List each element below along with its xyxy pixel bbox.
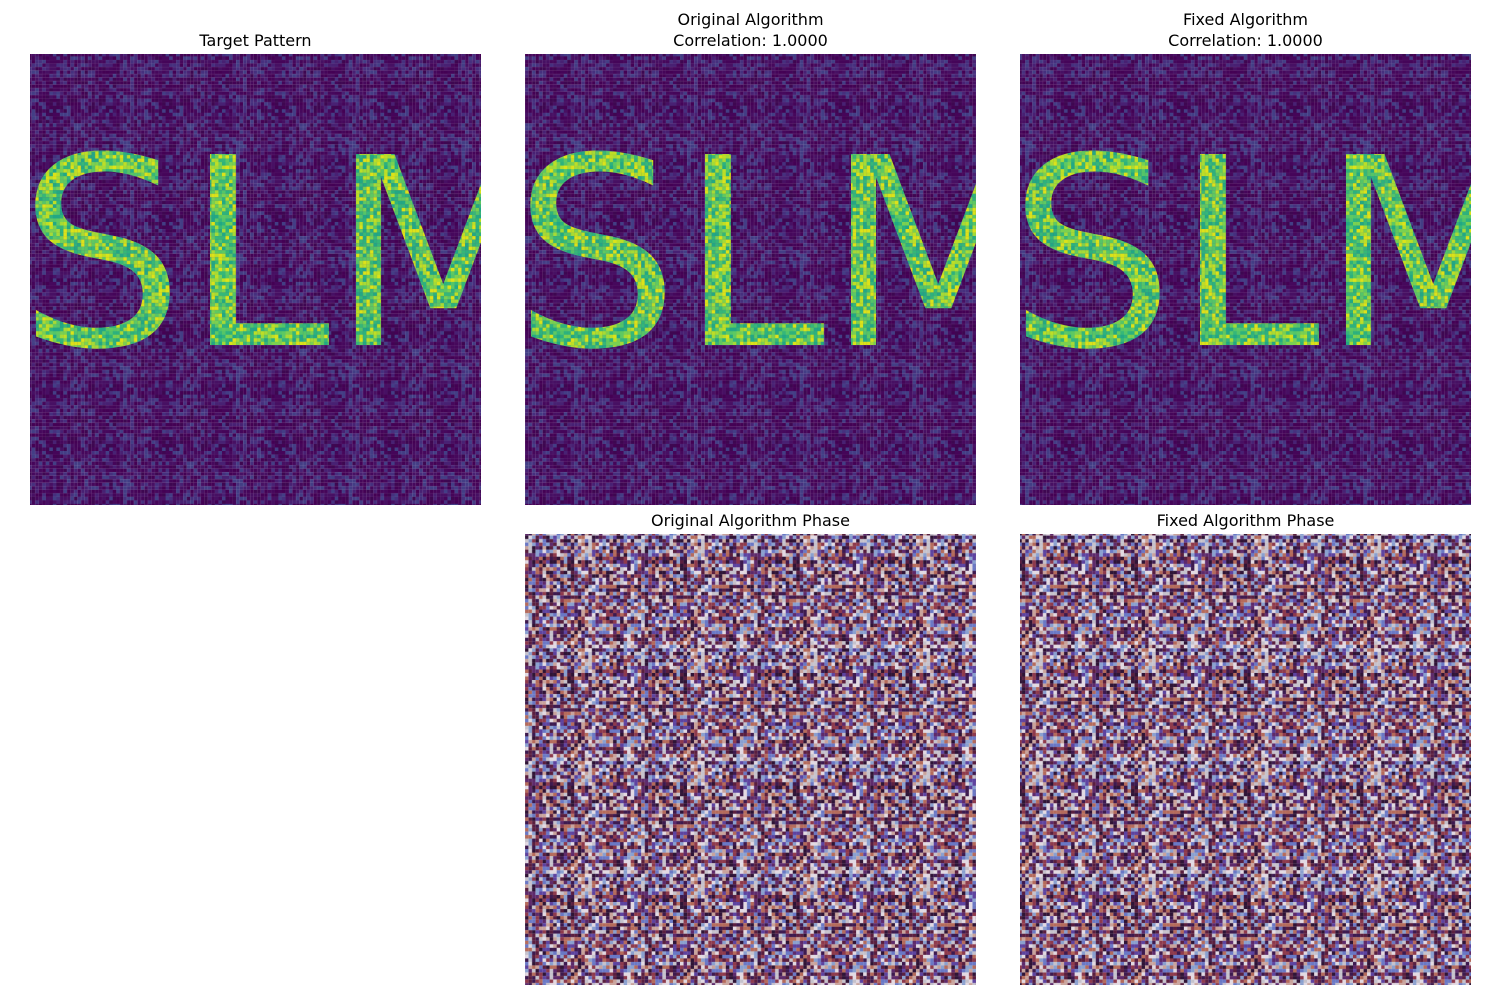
panel-title: Original Algorithm Phase — [651, 511, 850, 530]
image-panel — [525, 534, 976, 985]
image-panel: SLM — [18, 54, 556, 505]
panel-title: Correlation: 1.0000 — [1168, 31, 1323, 50]
image-phase — [525, 534, 976, 985]
image-pattern-text: SLM — [18, 102, 556, 407]
image-panel: SLM — [1008, 54, 1500, 505]
image-panel — [1020, 534, 1471, 985]
image-pattern-text: SLM — [513, 102, 1051, 407]
panel-title: Target Pattern — [198, 31, 311, 50]
panel-title: Fixed Algorithm Phase — [1157, 511, 1335, 530]
panel-title: Original Algorithm — [677, 10, 823, 29]
image-phase — [1020, 534, 1471, 985]
panel-title: Correlation: 1.0000 — [673, 31, 828, 50]
image-background — [30, 54, 481, 505]
image-background — [1020, 54, 1471, 505]
panel-title: Fixed Algorithm — [1183, 10, 1308, 29]
image-panel: SLM — [513, 54, 1051, 505]
image-background — [525, 54, 976, 505]
image-pattern-text: SLM — [1008, 102, 1500, 407]
